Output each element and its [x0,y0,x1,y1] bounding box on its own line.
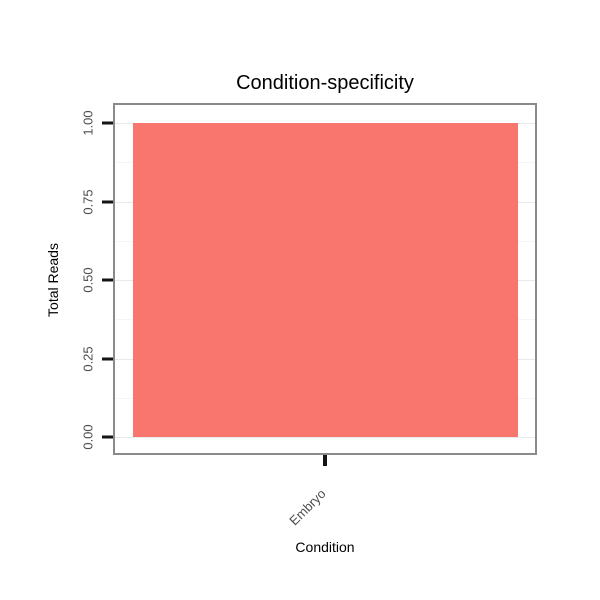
y-tick-label: 0.50 [80,267,96,293]
y-tick-mark [102,121,113,125]
plot-area [115,105,535,453]
y-axis-title: Total Reads [45,243,61,317]
y-tick-label: 0.25 [80,345,96,372]
x-tick-mark [323,455,327,466]
y-tick-label: 0.75 [80,188,96,215]
bar-embryo [133,123,518,437]
gridline-major [115,437,535,438]
x-tick-label-embryo: Embryo [286,486,329,529]
y-tick-mark [102,200,113,203]
plot-panel [113,103,537,455]
y-tick-mark [102,357,113,360]
y-tick-mark [102,278,113,282]
y-tick-label: 1.00 [80,110,96,136]
x-axis-title: Condition [295,539,355,555]
chart-title: Condition-specificity [236,72,414,94]
y-tick-mark [102,435,113,439]
y-tick-label: 0.00 [80,424,96,450]
